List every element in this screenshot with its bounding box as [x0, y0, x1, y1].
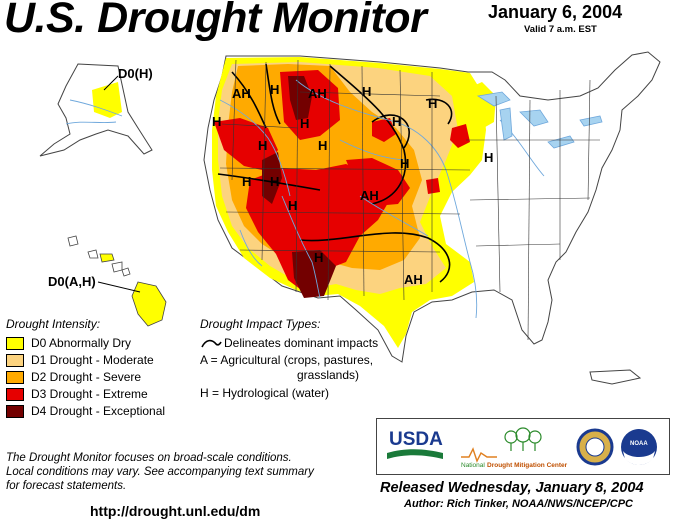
legend-swatch [6, 336, 24, 350]
state-boundaries [219, 59, 600, 341]
legend-item-d4: D4 Drought - Exceptional [6, 403, 165, 419]
alaska-d0 [92, 82, 122, 118]
legend-item-d1: D1 Drought - Moderate [6, 352, 154, 368]
d4-area-newmexico [292, 250, 336, 298]
d3-area-nebraska [346, 158, 410, 206]
impact-label: H [400, 156, 409, 171]
legend-swatch [6, 353, 24, 367]
impact-label: H [362, 84, 371, 99]
release-date: Released Wednesday, January 8, 2004 [380, 480, 644, 496]
ndmc-logo: National Drought Mitigation Center [461, 427, 568, 469]
sponsor-logos: USDA National Drought Mitigation Center … [376, 418, 670, 475]
alaska: D0(H) [39, 63, 153, 157]
d3-area-kansas [426, 178, 440, 194]
rivers [219, 79, 545, 319]
impact-label: H [242, 174, 251, 189]
impact-label: AH [308, 86, 327, 101]
impact-label: H [288, 198, 297, 213]
legend-item-d0: D0 Abnormally Dry [6, 335, 131, 351]
legend-item-d3: D3 Drought - Extreme [6, 386, 148, 402]
disclaimer-line: for forecast statements. [6, 480, 127, 492]
impact-label: H [212, 114, 221, 129]
map-title: U.S. Drought Monitor [4, 0, 427, 42]
impact-label: AH [360, 188, 379, 203]
svg-text:NOAA: NOAA [630, 441, 648, 447]
impact-label: H [270, 174, 279, 189]
impact-label: AH [232, 86, 251, 101]
impact-line-icon [201, 339, 222, 348]
impact-label: H [314, 250, 323, 265]
hawaii: D0(A,H) [48, 235, 167, 327]
d3-area-wisconsin [450, 124, 470, 148]
svg-text:Drought Mitigation Center: Drought Mitigation Center [487, 462, 568, 469]
svg-text:USDA: USDA [389, 429, 443, 450]
legend-label: D2 Drought - Severe [31, 370, 142, 384]
legend-label: D4 Drought - Exceptional [31, 404, 166, 418]
disclaimer-line: The Drought Monitor focuses on broad-sca… [6, 452, 292, 464]
d4-area-utah [262, 152, 282, 204]
impact-label: H [300, 116, 309, 131]
website-url[interactable]: http://drought.unl.edu/dm [90, 503, 261, 519]
impact-label: H [428, 96, 437, 111]
commerce-seal-icon [576, 428, 614, 466]
legend-label: D1 Drought - Moderate [31, 353, 154, 367]
impact-agricultural-label-cont: grasslands) [297, 368, 360, 382]
d3-area-colorado [246, 164, 392, 292]
impact-label: H [392, 114, 401, 129]
impact-label: H [258, 138, 267, 153]
legend-item-d2: D2 Drought - Severe [6, 369, 141, 385]
impact-labels: AH H AH H H H H H H H H H H H AH H AH H [212, 82, 493, 287]
impact-label: H [318, 138, 327, 153]
legend-swatch [6, 404, 24, 418]
impact-legend-title: Drought Impact Types: [200, 317, 321, 331]
impact-label: H [484, 150, 493, 165]
impact-agricultural-label: A = Agricultural (crops, pastures, [200, 353, 374, 367]
impact-label: AH [404, 272, 423, 287]
legend-label: D0 Abnormally Dry [31, 336, 132, 350]
impact-hydrological-label: H = Hydrological (water) [200, 386, 330, 400]
hawaii-label: D0(A,H) [48, 274, 96, 289]
svg-text:National: National [461, 462, 485, 469]
usda-logo: USDA [387, 429, 443, 459]
impact-lines [217, 63, 453, 283]
legend-swatch [6, 387, 24, 401]
disclaimer: The Drought Monitor focuses on broad-sca… [6, 451, 376, 493]
alaska-label: D0(H) [118, 66, 153, 81]
legend-label: D3 Drought - Extreme [31, 387, 148, 401]
great-lakes [476, 91, 603, 149]
d0-area-ne [460, 82, 496, 130]
map-date: January 6, 2004 [488, 2, 623, 22]
puerto-rico [589, 369, 642, 385]
impact-label: H [270, 82, 279, 97]
author-credit: Author: Rich Tinker, NOAA/NWS/NCEP/CPC [404, 498, 633, 510]
valid-time: Valid 7 a.m. EST [524, 24, 597, 35]
impact-line-label: Delineates dominant impacts [224, 336, 379, 350]
disclaimer-line: Local conditions may vary. See accompany… [6, 466, 314, 478]
intensity-legend-title: Drought Intensity: [6, 317, 101, 331]
legend-swatch [6, 370, 24, 384]
big-island [131, 281, 167, 327]
noaa-logo: NOAA [621, 429, 657, 465]
